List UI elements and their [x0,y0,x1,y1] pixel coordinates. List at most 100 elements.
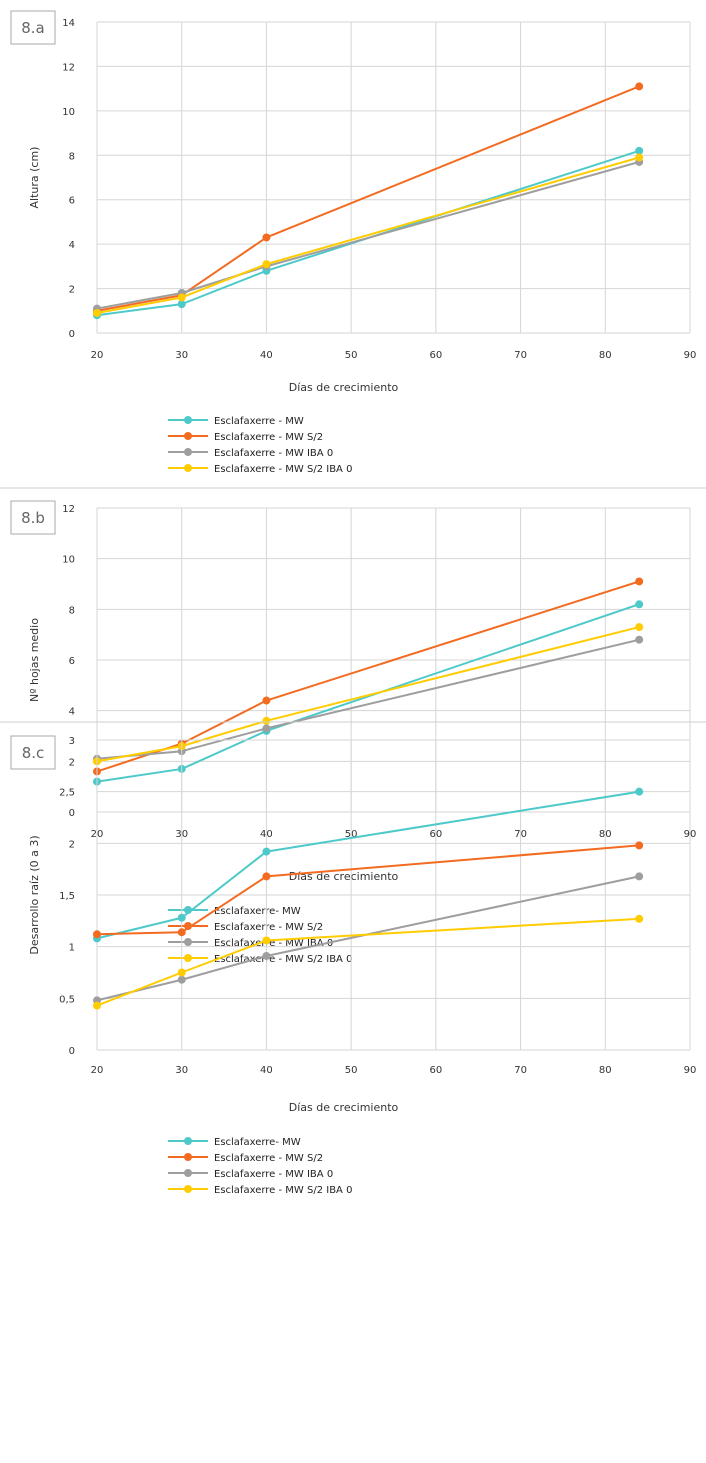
legend-swatch-marker [184,448,192,456]
x-axis-title: Días de crecimiento [289,870,399,883]
legend-label: Esclafaxerre - MW S/2 IBA 0 [214,1185,352,1196]
data-point [177,293,186,302]
data-point [635,82,644,91]
series-line-3 [96,160,640,310]
data-point [177,928,186,937]
panel-label: 8.b [21,509,45,527]
data-point [262,936,271,945]
y-tick-label: 1,5 [59,891,75,902]
x-tick-label: 40 [260,1065,273,1076]
panel-label: 8.a [21,19,45,37]
x-axis-title: Días de crecimiento [289,381,399,394]
data-point [262,716,271,725]
y-tick-label: 4 [69,240,75,251]
series-line-1 [96,790,640,940]
legend-swatch-marker [184,938,192,946]
data-point [635,914,644,923]
legend-label: Esclafaxerre - MW S/2 IBA 0 [214,464,352,475]
legend-label: Esclafaxerre - MW S/2 [214,432,323,443]
data-point [93,1001,101,1010]
x-tick-label: 90 [684,350,697,361]
panel-label-box [10,735,56,770]
legend-swatch-marker [184,954,192,962]
y-tick-label: 2,5 [59,788,75,799]
data-point [635,623,644,632]
series-line-4 [96,156,640,314]
legend-label: Esclafaxerre - MW [214,416,304,427]
data-point [93,930,101,939]
x-tick-label: 50 [345,350,358,361]
legend-swatch-marker [184,416,192,424]
panel-label: 8.c [22,744,45,762]
y-tick-label: 8 [69,151,75,162]
x-tick-label: 80 [599,1065,612,1076]
data-point [262,847,271,856]
legend-label: Esclafaxerre- MW [214,1137,301,1148]
data-point [177,300,186,309]
y-tick-label: 2 [69,285,75,296]
legend-label: Esclafaxerre - MW S/2 IBA 0 [214,954,352,965]
legend-label: Esclafaxerre- MW [214,906,301,917]
y-tick-label: 0 [69,808,75,819]
x-axis-title: Días de crecimiento [289,1101,399,1114]
data-point [177,975,186,984]
series-line-4 [96,917,640,1007]
x-tick-label: 40 [260,350,273,361]
legend-swatch-marker [184,464,192,472]
data-point [93,309,101,318]
x-tick-label: 60 [429,1065,442,1076]
y-tick-label: 0 [69,1046,75,1057]
y-tick-label: 12 [62,504,75,515]
data-point [262,872,271,881]
panel-label-box [10,500,56,535]
x-tick-label: 90 [684,1065,697,1076]
x-tick-label: 30 [175,1065,188,1076]
series-line-2 [96,85,640,312]
y-tick-label: 8 [69,605,75,616]
y-tick-label: 1 [69,943,75,954]
series-line-4 [96,626,640,763]
legend-swatch-marker [184,1153,192,1161]
legend-swatch-marker [184,1169,192,1177]
data-point [635,153,644,162]
legend-swatch-marker [184,432,192,440]
data-point [262,233,271,242]
y-tick-label: 3 [69,736,75,747]
series-line-1 [96,603,640,783]
y-tick-label: 2 [69,839,75,850]
data-point [262,724,271,733]
data-point [177,968,186,977]
y-tick-label: 10 [62,555,75,566]
series-line-2 [96,844,640,936]
legend-swatch-marker [184,922,192,930]
data-point [635,146,644,155]
series-line-1 [96,149,640,317]
x-tick-label: 70 [514,1065,527,1076]
panel-label-box [10,10,56,45]
x-tick-label: 80 [599,350,612,361]
x-tick-label: 50 [345,1065,358,1076]
x-tick-label: 20 [91,350,104,361]
y-tick-label: 6 [69,656,75,667]
data-point [635,635,644,644]
legend-label: Esclafaxerre - MW IBA 0 [214,938,333,949]
data-point [635,787,644,796]
y-tick-label: 14 [62,18,75,29]
legend-label: Esclafaxerre - MW IBA 0 [214,1169,333,1180]
y-tick-label: 2 [69,757,75,768]
y-tick-label: 4 [69,707,75,718]
x-tick-label: 60 [429,350,442,361]
y-axis-title: Altura (cm) [28,147,41,209]
x-tick-label: 70 [514,350,527,361]
data-point [262,260,271,269]
legend-label: Esclafaxerre - MW IBA 0 [214,448,333,459]
data-point [262,696,271,705]
data-point [635,872,644,881]
legend-label: Esclafaxerre - MW S/2 [214,1153,323,1164]
data-point [635,577,644,586]
chart-panel-1: 20 30 40 50 60 70 80 90 0 2 4 6 8 10 12 14 Días de creci… [10,10,697,475]
y-tick-label: 0,5 [59,994,75,1005]
data-point [635,841,644,850]
